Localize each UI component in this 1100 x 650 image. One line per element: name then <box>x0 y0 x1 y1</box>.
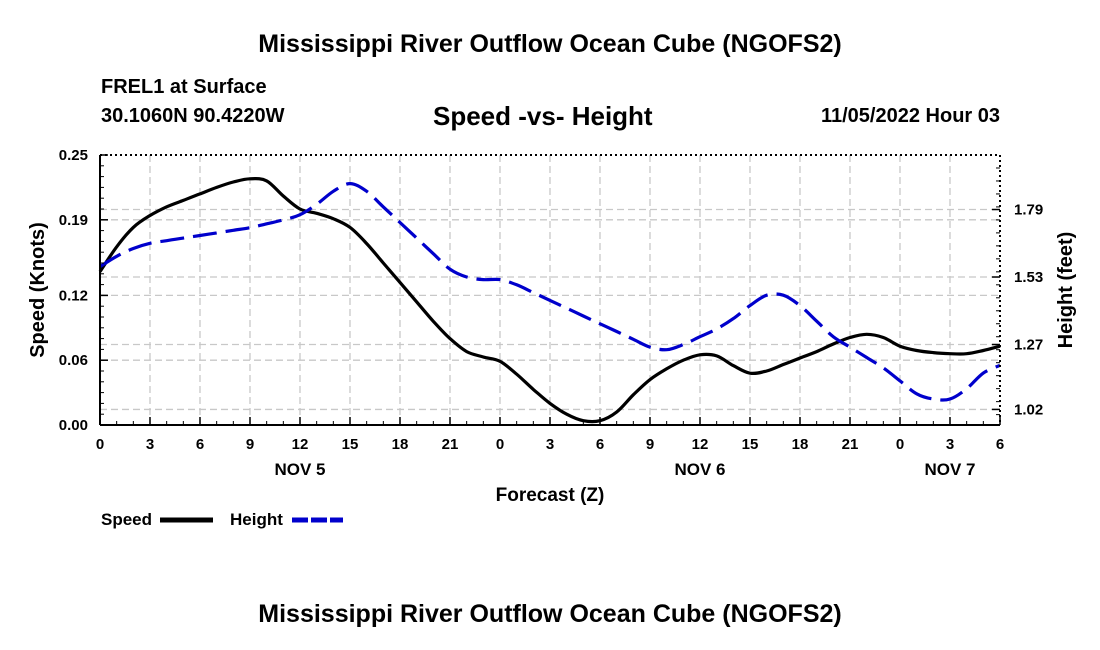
x-tick-label: 3 <box>946 436 954 453</box>
x-tick-label: 0 <box>896 436 904 453</box>
y-right-axis-title: Height (feet) <box>1055 232 1077 349</box>
y-left-tick-label: 0.00 <box>59 417 88 434</box>
y-left-tick-label: 0.12 <box>59 287 88 304</box>
x-tick-label: 6 <box>196 436 204 453</box>
y-right-tick-label: 1.79 <box>1014 202 1043 219</box>
x-tick-label: 15 <box>742 436 759 453</box>
y-left-tick-label: 0.25 <box>59 147 88 164</box>
grid-layer <box>100 155 1000 425</box>
legend-height-swatch <box>292 517 343 523</box>
x-tick-label: 12 <box>292 436 309 453</box>
y-left-axis-title: Speed (Knots) <box>27 222 49 358</box>
date-label: NOV 6 <box>674 460 725 479</box>
axes-layer <box>99 154 1001 426</box>
forecast-timestamp: 11/05/2022 Hour 03 <box>820 105 1000 127</box>
x-tick-label: 21 <box>842 436 859 453</box>
date-label: NOV 5 <box>274 460 325 479</box>
legend-speed-swatch <box>160 517 213 523</box>
x-tick-label: 0 <box>96 436 104 453</box>
station-coordinates: 30.1060N 90.4220W <box>101 105 285 127</box>
x-tick-label: 6 <box>996 436 1004 453</box>
labels-layer: 0 3 6 9 12 15 18 21 0 3 6 9 12 15 18 21 0 3 6 NOV 5 NOV 6 NOV… <box>27 147 1077 506</box>
legend-height-label: Height <box>230 510 283 529</box>
station-name: FREL1 at Surface <box>101 76 267 98</box>
x-tick-label: 3 <box>546 436 554 453</box>
y-left-tick-label: 0.19 <box>59 212 88 229</box>
y-right-tick-label: 1.27 <box>1014 337 1043 354</box>
x-tick-label: 18 <box>792 436 809 453</box>
y-left-tick-label: 0.06 <box>59 352 88 369</box>
x-tick-label: 15 <box>342 436 359 453</box>
x-tick-label: 3 <box>146 436 154 453</box>
x-tick-label: 0 <box>496 436 504 453</box>
y-right-tick-label: 1.02 <box>1014 401 1043 418</box>
series-line-height <box>99 182 1001 402</box>
legend-speed-label: Speed <box>101 510 153 529</box>
y-right-tick-label: 1.53 <box>1014 269 1043 286</box>
x-tick-label: 12 <box>692 436 709 453</box>
x-tick-label: 9 <box>246 436 254 453</box>
x-tick-label: 18 <box>392 436 409 453</box>
x-tick-label: 9 <box>646 436 654 453</box>
footer-title: Mississippi River Outflow Ocean Cube (NG… <box>258 600 842 628</box>
x-axis-title: Forecast (Z) <box>496 485 605 506</box>
x-tick-label: 21 <box>442 436 459 453</box>
series-layer <box>98 177 1001 424</box>
series-line-speed <box>98 177 1001 424</box>
chart-subtitle: Speed -vs- Height <box>433 101 653 131</box>
page-title: Mississippi River Outflow Ocean Cube (NG… <box>258 30 842 58</box>
date-label: NOV 7 <box>924 460 975 479</box>
x-tick-label: 6 <box>596 436 604 453</box>
